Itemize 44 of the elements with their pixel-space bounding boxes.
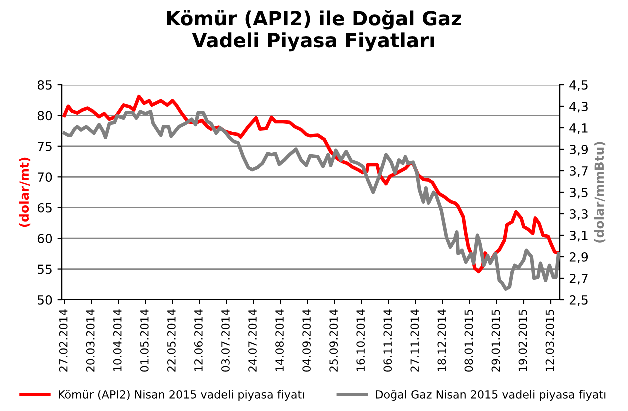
y2-tick-label: 3,1 bbox=[570, 230, 588, 242]
x-tick-label: 06.11.2014 bbox=[384, 310, 392, 372]
y2-tick-label: 4,1 bbox=[570, 124, 588, 134]
x-tick-label: 03.07.2014 bbox=[222, 310, 230, 372]
x-tick-label: 12.03.2015 bbox=[546, 310, 554, 372]
x-tick-label: 18.12.2014 bbox=[438, 310, 446, 372]
x-tick-label: 08.01.2015 bbox=[464, 310, 474, 372]
y2-tick-label: 4,5 bbox=[570, 80, 588, 92]
line-series bbox=[62, 110, 560, 291]
x-tick-label: 25.09.2014 bbox=[330, 310, 338, 372]
x-tick-label: 29.01.2015 bbox=[492, 310, 500, 372]
y2-tick-label: 3,9 bbox=[570, 144, 588, 156]
x-tick-label: 12.06.2014 bbox=[194, 310, 203, 372]
y-tick-label: 70 bbox=[38, 172, 52, 182]
y-tick-label: 50 bbox=[38, 295, 52, 305]
x-tick-label: 14.08.2014 bbox=[276, 310, 284, 372]
legend-label: Doğal Gaz Nisan 2015 vadeli piyasa fiyatı bbox=[376, 390, 606, 401]
x-tick-label: 27.02.2014 bbox=[59, 310, 68, 372]
chart-title: Kömür (API2) ile Doğal Gaz Vadeli Piyasa Fiyatları bbox=[167, 10, 462, 52]
y-tick-label: 60 bbox=[38, 234, 52, 244]
x-tick-label: 22.05.2014 bbox=[167, 310, 176, 372]
x-tick-label: 10.04.2014 bbox=[113, 310, 122, 372]
y-tick-label: 55 bbox=[38, 264, 52, 274]
x-tick-label: 19.02.2015 bbox=[518, 310, 528, 372]
y2-tick-label: 2,7 bbox=[570, 274, 588, 285]
x-tick-label: 01.05.2014 bbox=[140, 310, 149, 372]
y2-axis-title: (dolar/mmBtu) bbox=[594, 142, 606, 243]
y-tick-label: 85 bbox=[38, 80, 52, 90]
x-tick-label: 20.03.2014 bbox=[86, 310, 95, 372]
y-tick-label: 65 bbox=[38, 203, 52, 213]
y-tick-label: 80 bbox=[38, 111, 52, 121]
x-tick-label: 04.09.2014 bbox=[302, 310, 312, 372]
x-tick-label: 27.11.2014 bbox=[410, 310, 420, 372]
y2-tick-label: 4,3 bbox=[570, 102, 588, 113]
y2-tick-label: 2,9 bbox=[570, 252, 588, 264]
legend-label: Kömür (API2) Nisan 2015 vadeli piyasa fiyatı bbox=[59, 390, 304, 401]
x-tick-label: 24.07.2014 bbox=[248, 310, 257, 372]
y-axis-title: (dolar/mt) bbox=[19, 158, 31, 228]
y2-tick-label: 2,5 bbox=[570, 295, 588, 306]
y2-tick-label: 3,5 bbox=[570, 188, 588, 199]
y2-tick-label: 3,3 bbox=[570, 209, 588, 220]
y2-tick-label: 3,7 bbox=[570, 166, 588, 178]
y-tick-label: 75 bbox=[38, 142, 52, 152]
x-tick-label: 16.10.2014 bbox=[356, 310, 366, 372]
